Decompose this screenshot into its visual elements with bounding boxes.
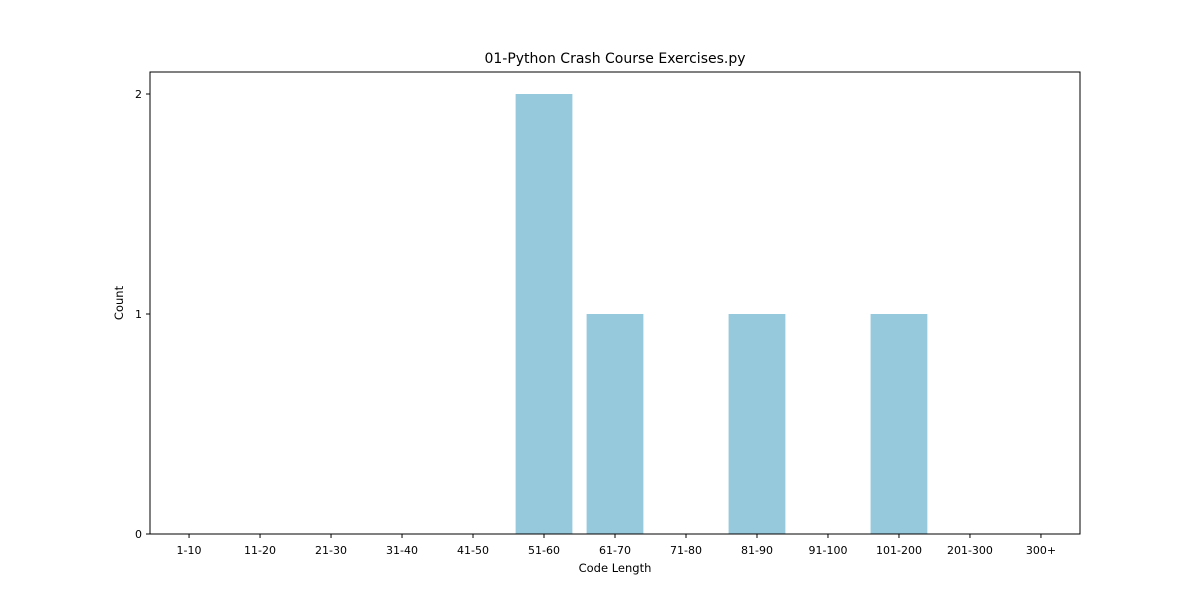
x-tick-label: 41-50 [457,544,489,557]
x-tick-label: 71-80 [670,544,702,557]
bar-101-200 [870,314,928,534]
x-tick-label: 101-200 [876,544,922,557]
x-tick-label: 11-20 [244,544,276,557]
x-tick-label: 81-90 [741,544,773,557]
x-axis-label: Code Length [579,561,652,575]
bar-81-90 [728,314,786,534]
y-axis-label: Count [112,285,126,320]
y-axis-ticks: 0 1 2 [135,88,150,541]
chart-title: 01-Python Crash Course Exercises.py [484,51,745,67]
x-tick-label: 21-30 [315,544,347,557]
x-tick-label: 61-70 [599,544,631,557]
bar-61-70 [586,314,644,534]
x-tick-label: 31-40 [386,544,418,557]
x-axis-ticks: 1-10 11-20 21-30 31-40 41-50 51-60 61-70 71-80 8… [177,534,1056,557]
bar-51-60 [515,94,573,534]
y-tick-label: 2 [135,88,142,101]
bars-group [515,94,928,534]
y-tick-label: 1 [135,308,142,321]
y-tick-label: 0 [135,528,142,541]
x-tick-label: 1-10 [177,544,202,557]
x-tick-label: 201-300 [947,544,993,557]
x-tick-label: 91-100 [808,544,847,557]
x-tick-label: 300+ [1026,544,1056,557]
x-tick-label: 51-60 [528,544,560,557]
